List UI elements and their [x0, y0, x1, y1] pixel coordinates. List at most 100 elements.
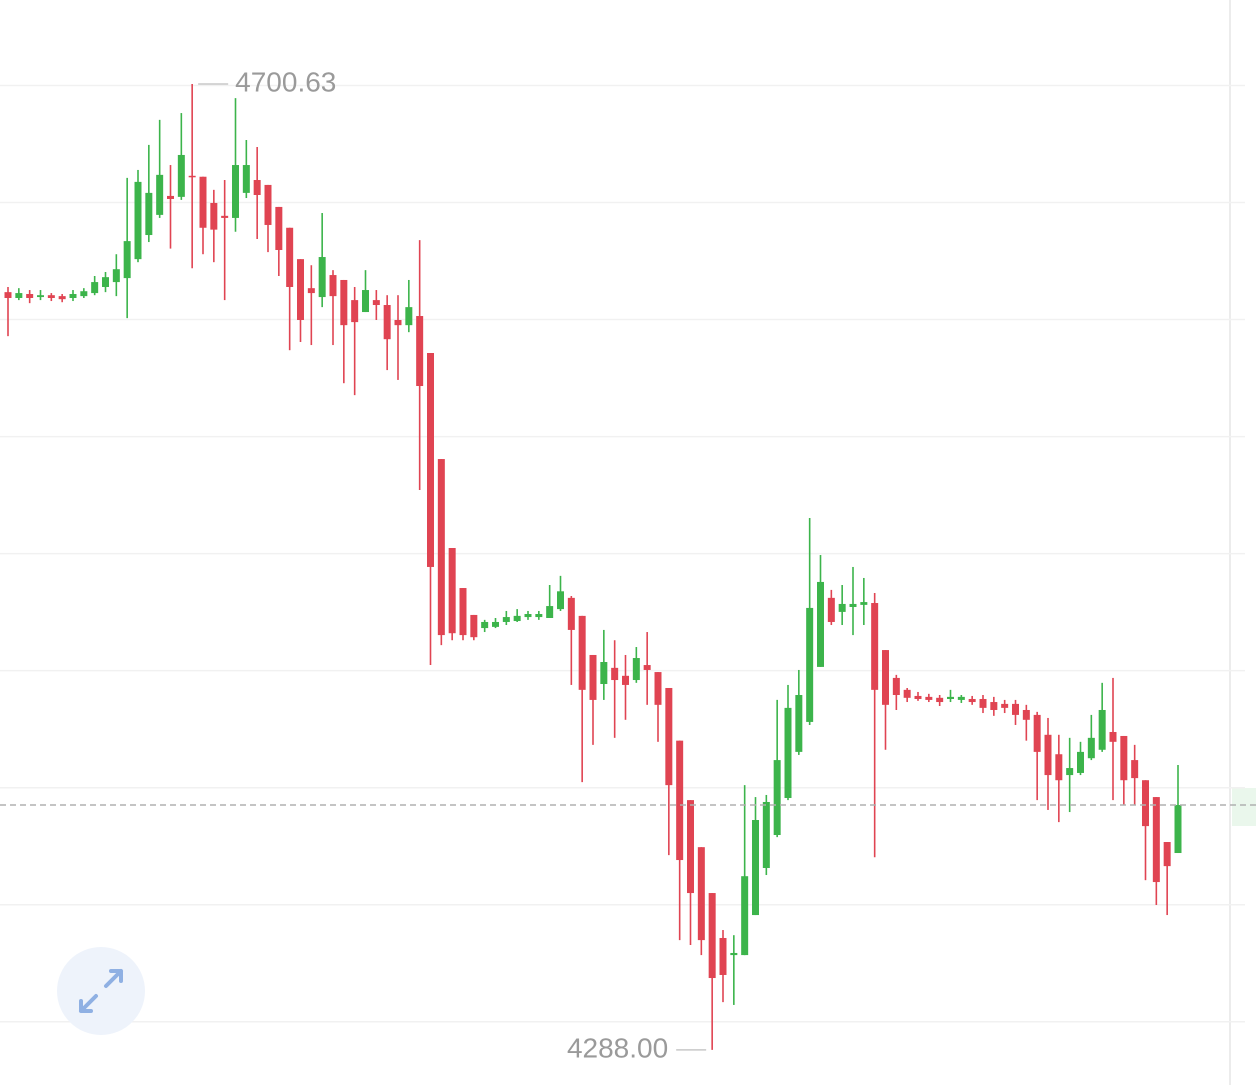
candle-body [1098, 709, 1106, 750]
candle-body [990, 702, 998, 710]
candle-body [167, 195, 174, 199]
candle-body [947, 696, 954, 699]
candle-body [416, 316, 424, 387]
candle-body [936, 697, 944, 703]
candle-body [4, 292, 12, 298]
candle-body [1077, 751, 1084, 773]
candle-body [697, 847, 705, 941]
candle-body [784, 707, 792, 799]
candle-body [535, 614, 543, 618]
expand-icon[interactable] [79, 969, 123, 1013]
candle-body [849, 603, 857, 607]
candle-body [1163, 842, 1171, 867]
candle-body [622, 675, 629, 685]
candle-body [979, 698, 987, 708]
candle-body [307, 288, 315, 294]
max-label: 4700.63 [235, 66, 336, 97]
candle-body [762, 801, 770, 868]
candle-body [1152, 797, 1160, 883]
expand-button-bg[interactable] [57, 947, 145, 1035]
candle-body [1087, 737, 1095, 759]
candle-body [882, 650, 889, 705]
candle-body [405, 307, 413, 326]
candle-body [112, 269, 120, 283]
candle-body [318, 257, 326, 298]
candle-body [806, 607, 814, 722]
candle-body [362, 290, 369, 313]
candle-body [773, 760, 781, 835]
candle-body [1055, 754, 1063, 781]
candle-body [264, 184, 272, 225]
candle-body [481, 621, 489, 629]
candle-body [719, 937, 727, 975]
candle-body [286, 227, 294, 287]
candle-body [492, 621, 499, 627]
candle-body [145, 192, 153, 236]
candle-body [80, 291, 88, 297]
candle-body [1022, 709, 1030, 720]
candle-body [91, 282, 99, 294]
candle-body [968, 698, 976, 703]
candle-body [134, 181, 142, 260]
candle-body [26, 294, 34, 298]
candle-body [665, 687, 673, 786]
candle-body [1001, 703, 1009, 708]
candle-body [383, 305, 391, 340]
candle-body [253, 180, 261, 195]
candle-body [1142, 780, 1149, 827]
candle-body [210, 202, 218, 230]
candle-body [156, 174, 164, 215]
candle-body [643, 665, 651, 670]
candle-body [741, 876, 749, 956]
candle-body [524, 614, 532, 618]
candle-body [1109, 731, 1117, 742]
candle-body [600, 662, 608, 685]
candle-body [448, 548, 456, 634]
candle-body [47, 295, 55, 298]
candle-body [1174, 805, 1182, 854]
candle-body [470, 614, 478, 638]
candle-body [102, 277, 109, 287]
candle-body [188, 175, 196, 178]
candle-body [687, 800, 694, 894]
candle-body [1044, 734, 1052, 776]
candle-body [730, 952, 738, 956]
candle-body [513, 615, 521, 622]
candle-body [860, 602, 868, 605]
min-label: 4288.00 [567, 1032, 668, 1063]
candle-body [1033, 714, 1041, 752]
candle-body [546, 606, 554, 618]
candle-body [1120, 735, 1128, 781]
candle-body [676, 740, 684, 861]
candle-body [37, 295, 44, 298]
candle-body [427, 353, 434, 567]
candle-body [351, 300, 359, 323]
candle-body [437, 459, 445, 636]
candle-body [242, 165, 250, 193]
candle-body [329, 275, 337, 297]
candle-body [69, 294, 77, 298]
candle-body [795, 695, 803, 752]
candle-body [838, 603, 846, 612]
price-tag [1232, 788, 1256, 826]
candle-body [177, 154, 185, 197]
candle-body [1012, 703, 1019, 715]
candle-body [578, 615, 586, 690]
candle-body [221, 215, 229, 218]
candle-body [654, 672, 662, 705]
candle-body [297, 259, 304, 320]
candle-body [1066, 768, 1074, 776]
candle-body [914, 695, 922, 699]
candle-body [58, 296, 66, 300]
candle-body [611, 667, 619, 681]
expand-button[interactable] [57, 947, 145, 1035]
candle-body [557, 591, 564, 610]
candle-body [817, 581, 824, 667]
candle-body [871, 603, 879, 690]
candle-body [708, 893, 716, 979]
candle-body [1131, 760, 1139, 779]
candle-body [892, 677, 900, 696]
candle-body [827, 597, 835, 622]
